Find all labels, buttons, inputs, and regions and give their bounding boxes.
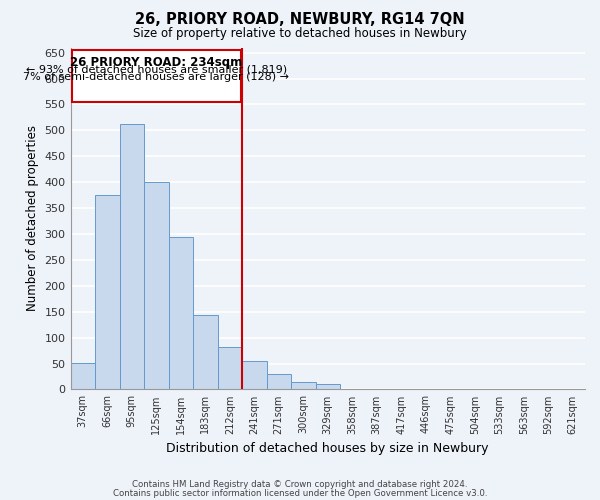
Bar <box>242 361 266 390</box>
Bar <box>193 315 218 390</box>
Text: 26, PRIORY ROAD, NEWBURY, RG14 7QN: 26, PRIORY ROAD, NEWBURY, RG14 7QN <box>135 12 465 28</box>
Bar <box>291 382 316 390</box>
Text: Size of property relative to detached houses in Newbury: Size of property relative to detached ho… <box>133 28 467 40</box>
Text: 7% of semi-detached houses are larger (128) →: 7% of semi-detached houses are larger (1… <box>23 72 289 83</box>
Bar <box>119 124 144 390</box>
Text: 26 PRIORY ROAD: 234sqm: 26 PRIORY ROAD: 234sqm <box>70 56 242 69</box>
Text: ← 93% of detached houses are smaller (1,819): ← 93% of detached houses are smaller (1,… <box>26 64 287 74</box>
Text: Contains HM Land Registry data © Crown copyright and database right 2024.: Contains HM Land Registry data © Crown c… <box>132 480 468 489</box>
Bar <box>266 374 291 390</box>
Bar <box>316 384 340 390</box>
Bar <box>95 195 119 390</box>
X-axis label: Distribution of detached houses by size in Newbury: Distribution of detached houses by size … <box>167 442 489 455</box>
Bar <box>218 347 242 390</box>
Y-axis label: Number of detached properties: Number of detached properties <box>26 126 39 312</box>
Bar <box>169 237 193 390</box>
Bar <box>71 363 95 390</box>
Text: Contains public sector information licensed under the Open Government Licence v3: Contains public sector information licen… <box>113 488 487 498</box>
Bar <box>72 50 241 102</box>
Bar <box>144 182 169 390</box>
